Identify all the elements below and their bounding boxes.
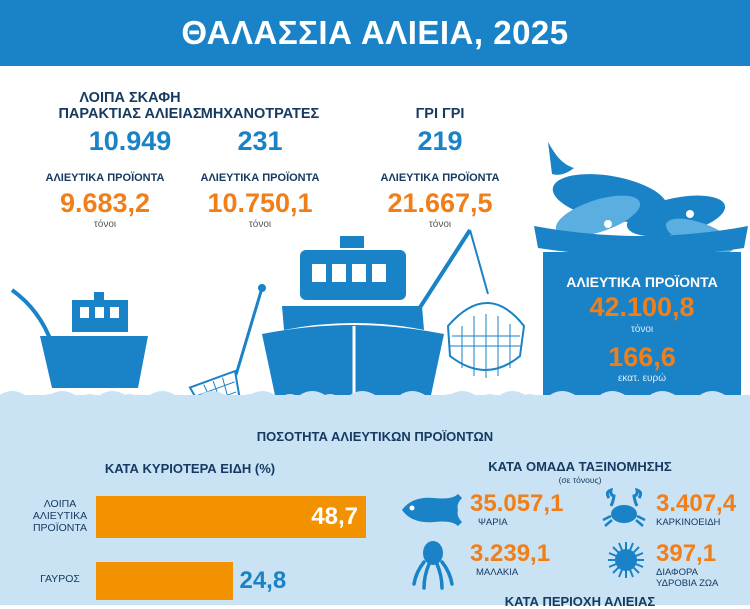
small-boat-icon xyxy=(10,288,148,388)
total-products-panel xyxy=(543,252,741,395)
trawler-icon xyxy=(188,236,444,410)
products-label-purse-seiners: ΑΛΙΕΥΤΙΚΑ ΠΡΟΪΟΝΤΑ xyxy=(380,172,500,184)
header-bar xyxy=(0,0,750,66)
classification-section-title: ΚΑΤΑ ΟΜΑΔΑ ΤΑΞΙΝΟΜΗΣΗΣ xyxy=(488,459,672,474)
species-bar-other xyxy=(96,496,366,538)
fish-icon xyxy=(402,494,462,526)
bar-category-label: ΛΟΙΠΑ ΑΛΙΕΥΤΙΚΑ ΠΡΟΪΟΝΤΑ xyxy=(25,498,95,534)
class-label-fish: ΨΑΡΙΑ xyxy=(478,517,508,528)
total-products-label: ΑΛΙΕΥΤΙΚΑ ΠΡΟΪΟΝΤΑ xyxy=(566,274,718,290)
classification-section-subtitle: (σε τόνους) xyxy=(558,475,602,485)
net-icon xyxy=(406,228,526,378)
class-label-line: ΔΙΑΦΟΡΑ xyxy=(656,567,698,578)
total-money-unit: εκατ. ευρώ xyxy=(617,373,667,384)
bar-category-line: ΛΟΙΠΑ xyxy=(43,498,77,510)
region-section-title: ΚΑΤΑ ΠΕΡΙΟΧΗ ΑΛΙΕΙΑΣ xyxy=(504,594,656,609)
products-value-trawlers: 10.750,1 xyxy=(207,188,313,218)
group-label-line: ΓΡΙ ΓΡΙ xyxy=(415,106,465,122)
quantity-section-title: ΠΟΣΟΤΗΤΑ ΑΛΙΕΥΤΙΚΩΝ ΠΡΟΪΟΝΤΩΝ xyxy=(256,429,494,444)
total-products-unit: τόνοι xyxy=(630,324,654,335)
group-value-coastal: 10.949 xyxy=(88,126,172,156)
species-bar-value-anchovy: 24,8 xyxy=(239,567,287,594)
class-value-fish: 35.057,1 xyxy=(470,490,564,517)
products-value-purse-seiners: 21.667,5 xyxy=(387,188,493,218)
crab-icon xyxy=(602,488,646,527)
class-label-crustaceans: ΚΑΡΚΙΝΟΕΙΔΗ xyxy=(656,517,721,528)
products-label-coastal: ΑΛΙΕΥΤΙΚΑ ΠΡΟΪΟΝΤΑ xyxy=(45,172,165,184)
wave-divider xyxy=(0,391,750,405)
bar-category-label: ΓΑΥΡΟΣ xyxy=(25,573,95,585)
bar-category-line: ΠΡΟΪΟΝΤΑ xyxy=(32,522,88,534)
sea-urchin-icon xyxy=(608,542,644,578)
bar-category-line: ΑΛΙΕΥΤΙΚΑ xyxy=(32,510,88,522)
species-section-title: ΚΑΤΑ ΚΥΡΙΟΤΕΡΑ ΕΙΔΗ (%) xyxy=(104,461,276,476)
class-value-crustaceans: 3.407,4 xyxy=(656,490,737,517)
total-products-value: 42.100,8 xyxy=(589,292,695,322)
group-label-line: ΜΗΧΑΝΟΤΡΑΤΕΣ xyxy=(200,106,320,122)
group-label-trawlers: ΜΗΧΑΝΟΤΡΑΤΕΣ xyxy=(190,106,330,122)
class-label-other-aquatic: ΔΙΑΦΟΡΑ ΥΔΡΟΒΙΑ ΖΩΑ xyxy=(656,567,746,589)
fish-basket-icon xyxy=(534,142,748,256)
species-bar-anchovy xyxy=(96,562,234,600)
group-label-line: ΠΑΡΑΚΤΙΑΣ ΑΛΙΕΙΑΣ xyxy=(58,106,202,122)
total-money-value: 166,6 xyxy=(608,342,676,372)
class-value-other-aquatic: 397,1 xyxy=(656,540,717,567)
group-value-purse-seiners: 219 xyxy=(417,126,463,156)
products-unit-coastal: τόνοι xyxy=(93,219,117,230)
octopus-icon xyxy=(412,541,454,590)
class-label-molluscs: ΜΑΛΑΚΙΑ xyxy=(476,567,519,578)
species-bar-value-other: 48,7 xyxy=(311,503,358,530)
products-unit-trawlers: τόνοι xyxy=(248,219,272,230)
group-label-purse-seiners: ΓΡΙ ΓΡΙ xyxy=(380,106,500,122)
products-unit-purse-seiners: τόνοι xyxy=(428,219,452,230)
bar-category-line: ΓΑΥΡΟΣ xyxy=(40,573,80,585)
products-value-coastal: 9.683,2 xyxy=(59,188,151,218)
class-label-line: ΥΔΡΟΒΙΑ ΖΩΑ xyxy=(656,578,719,589)
page-title: ΘΑΛΑΣΣΙΑ ΑΛΙΕΙΑ, 2025 xyxy=(181,14,569,51)
group-label-coastal: ΛΟΙΠΑ ΣΚΑΦΗ ΠΑΡΑΚΤΙΑΣ ΑΛΙΕΙΑΣ xyxy=(55,90,205,122)
class-value-molluscs: 3.239,1 xyxy=(470,540,551,567)
fishing-illustration xyxy=(0,142,748,410)
group-value-trawlers: 231 xyxy=(237,126,283,156)
group-label-line: ΛΟΙΠΑ ΣΚΑΦΗ xyxy=(79,90,181,106)
products-label-trawlers: ΑΛΙΕΥΤΙΚΑ ΠΡΟΪΟΝΤΑ xyxy=(200,172,320,184)
